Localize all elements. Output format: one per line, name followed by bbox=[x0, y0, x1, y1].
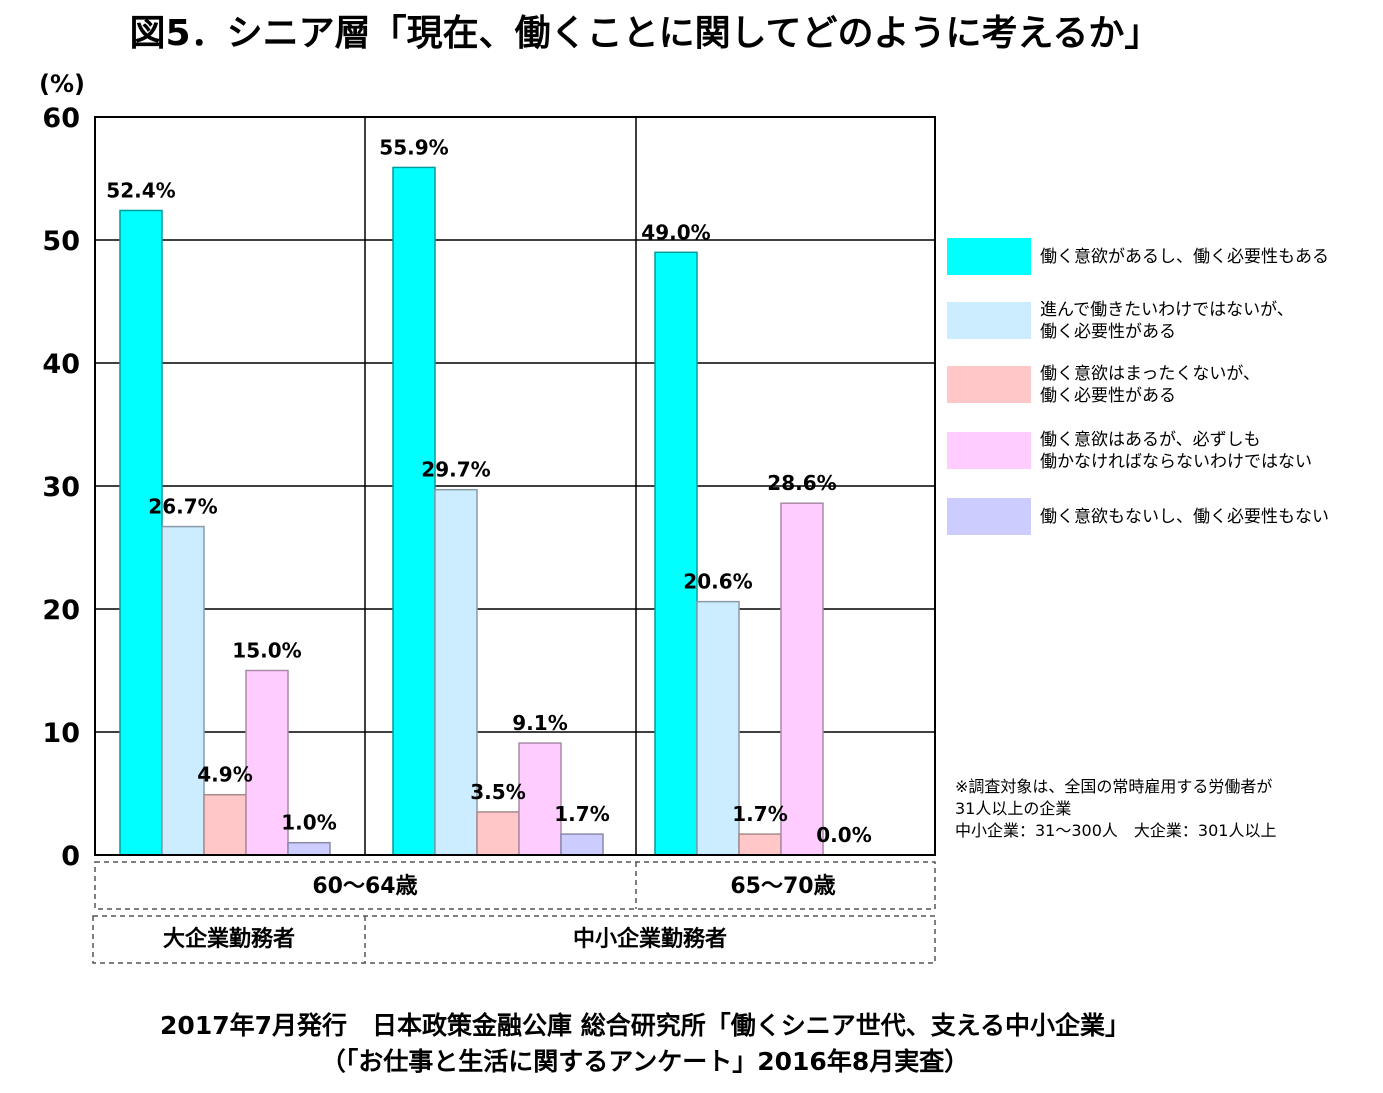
bar bbox=[518, 742, 562, 856]
legend-swatch bbox=[947, 302, 1031, 339]
bar bbox=[392, 166, 436, 856]
bar bbox=[696, 600, 740, 856]
y-axis: 0 10 20 30 40 50 60 (%) bbox=[39, 70, 85, 872]
legend-label: 働く意欲があるし、働く必要性もある bbox=[1040, 247, 1329, 267]
category-label-age: 60〜64歳 bbox=[312, 874, 417, 899]
bar bbox=[119, 209, 163, 856]
plot-frame bbox=[94, 116, 936, 856]
data-label: 15.0% bbox=[232, 639, 301, 663]
bars bbox=[119, 166, 824, 856]
data-label: 0.0% bbox=[816, 823, 871, 847]
data-label: 3.5% bbox=[470, 780, 525, 804]
bar bbox=[245, 669, 289, 856]
legend-label: 働かなければならないわけではない bbox=[1040, 452, 1312, 472]
source-line-1: 2017年7月発行 日本政策金融公庫 総合研究所「働くシニア世代、支える中小企業… bbox=[160, 1011, 1130, 1040]
page-title: 図5．シニア層「現在、働くことに関してどのように考えるか」 bbox=[129, 13, 1161, 54]
data-label: 55.9% bbox=[379, 135, 448, 159]
bar bbox=[780, 502, 824, 856]
bar bbox=[560, 833, 604, 856]
legend-swatch bbox=[947, 432, 1031, 469]
legend-label: 働く意欲はあるが、必ずしも bbox=[1040, 430, 1261, 450]
data-label: 1.7% bbox=[554, 802, 609, 826]
y-tick-label: 20 bbox=[42, 595, 80, 626]
y-tick-label: 60 bbox=[42, 103, 80, 134]
y-tick-label: 0 bbox=[61, 841, 80, 872]
data-label: 20.6% bbox=[683, 570, 752, 594]
survey-note-line-1: ※調査対象は、全国の常時雇用する労働者が bbox=[955, 777, 1273, 796]
category-label-company: 中小企業勤務者 bbox=[573, 926, 727, 952]
data-label: 4.9% bbox=[197, 763, 252, 787]
legend-swatch bbox=[947, 498, 1031, 535]
company-category-row bbox=[92, 915, 936, 964]
y-tick-label: 30 bbox=[42, 472, 80, 503]
legend-label: 働く必要性がある bbox=[1040, 386, 1176, 406]
data-label: 28.6% bbox=[767, 471, 836, 495]
survey-note-line-3: 中小企業：31〜300人 大企業：301人以上 bbox=[955, 821, 1277, 840]
y-tick-label: 40 bbox=[42, 349, 80, 380]
data-label: 1.7% bbox=[732, 802, 787, 826]
data-label: 1.0% bbox=[281, 811, 336, 835]
y-tick-label: 50 bbox=[42, 226, 80, 257]
legend: 働く意欲があるし、働く必要性もある進んで働きたいわけではないが、働く必要性がある… bbox=[947, 238, 1329, 535]
bar bbox=[203, 793, 247, 856]
data-label: 52.4% bbox=[106, 178, 175, 202]
legend-label: 働く必要性がある bbox=[1040, 322, 1176, 342]
data-labels: 52.4% 26.7% 4.9% 15.0% 1.0% 55.9% 29.7% 3.5% 9.1… bbox=[106, 135, 871, 847]
category-label-company: 大企業勤務者 bbox=[163, 926, 295, 952]
bar bbox=[476, 811, 520, 856]
bar bbox=[287, 841, 331, 856]
bar bbox=[161, 525, 205, 856]
y-tick-label: 10 bbox=[42, 718, 80, 749]
category-label-age: 65〜70歳 bbox=[730, 874, 835, 899]
legend-label: 働く意欲もないし、働く必要性もない bbox=[1040, 507, 1329, 527]
legend-label: 進んで働きたいわけではないが、 bbox=[1040, 300, 1294, 320]
data-label: 49.0% bbox=[641, 220, 710, 244]
survey-note-line-2: 31人以上の企業 bbox=[955, 799, 1072, 818]
legend-swatch bbox=[947, 238, 1031, 275]
source-line-2: （「お仕事と生活に関するアンケート」2016年8月実査） bbox=[320, 1047, 970, 1076]
data-label: 29.7% bbox=[421, 458, 490, 482]
age-category-row bbox=[94, 861, 936, 910]
bar bbox=[654, 251, 698, 856]
legend-label: 働く意欲はまったくないが、 bbox=[1040, 364, 1260, 384]
data-label: 26.7% bbox=[148, 495, 217, 519]
data-label: 9.1% bbox=[512, 711, 567, 735]
y-axis-unit: (%) bbox=[39, 70, 85, 98]
plot-border bbox=[94, 116, 936, 856]
bar bbox=[738, 833, 782, 856]
legend-swatch bbox=[947, 366, 1031, 403]
